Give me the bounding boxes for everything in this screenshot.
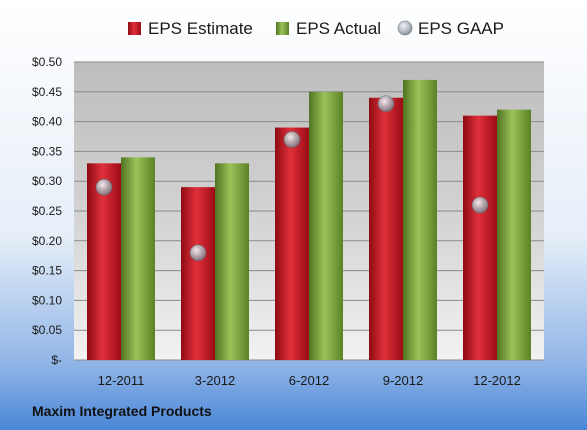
eps-gaap-marker bbox=[189, 244, 207, 262]
legend-label: EPS Estimate bbox=[148, 19, 253, 38]
legend-swatch-estimate bbox=[128, 22, 141, 35]
x-category-label: 12-2012 bbox=[473, 373, 521, 388]
gaap-markers bbox=[95, 95, 489, 262]
y-tick-label: $0.35 bbox=[32, 144, 62, 158]
y-tick-label: $0.40 bbox=[32, 115, 62, 129]
eps-gaap-marker bbox=[283, 130, 301, 148]
eps-gaap-marker bbox=[377, 95, 395, 113]
y-tick-label: $0.10 bbox=[32, 293, 62, 307]
x-category-label: 3-2012 bbox=[195, 373, 235, 388]
y-tick-label: $0.45 bbox=[32, 85, 62, 99]
bar-series bbox=[87, 79, 531, 361]
legend-label: EPS GAAP bbox=[418, 19, 504, 38]
y-tick-label: $- bbox=[51, 353, 62, 367]
y-tick-label: $0.30 bbox=[32, 174, 62, 188]
company-label: Maxim Integrated Products bbox=[32, 403, 212, 419]
eps-estimate-bar bbox=[87, 163, 121, 360]
y-axis-ticks: $- $0.05 $0.10 $0.15 $0.20 $0.25 $0.30 $0.35 $0.… bbox=[32, 55, 62, 367]
y-tick-label: $0.25 bbox=[32, 204, 62, 218]
eps-actual-bar bbox=[403, 79, 437, 360]
y-tick-label: $0.15 bbox=[32, 264, 62, 278]
legend: EPS Estimate EPS Actual EPS GAAP bbox=[128, 19, 504, 38]
eps-estimate-bar bbox=[369, 97, 403, 360]
eps-actual-bar bbox=[215, 163, 249, 360]
x-category-label: 6-2012 bbox=[289, 373, 329, 388]
legend-swatch-gaap bbox=[397, 20, 413, 36]
y-tick-label: $0.20 bbox=[32, 234, 62, 248]
eps-actual-bar bbox=[497, 109, 531, 361]
eps-gaap-marker bbox=[95, 178, 113, 196]
x-category-label: 12-2011 bbox=[98, 373, 145, 388]
x-category-label: 9-2012 bbox=[383, 373, 423, 388]
legend-swatch-actual bbox=[276, 22, 289, 35]
eps-estimate-bar bbox=[463, 115, 497, 360]
y-tick-label: $0.50 bbox=[32, 55, 62, 69]
eps-actual-bar bbox=[121, 157, 155, 360]
y-tick-label: $0.05 bbox=[32, 323, 62, 337]
eps-actual-bar bbox=[309, 91, 343, 361]
legend-label: EPS Actual bbox=[296, 19, 381, 38]
x-axis-categories: 12-2011 3-2012 6-2012 9-2012 12-2012 bbox=[98, 373, 521, 388]
eps-estimate-bar bbox=[181, 187, 215, 360]
eps-estimate-bar bbox=[275, 127, 309, 360]
eps-gaap-marker bbox=[471, 196, 489, 214]
